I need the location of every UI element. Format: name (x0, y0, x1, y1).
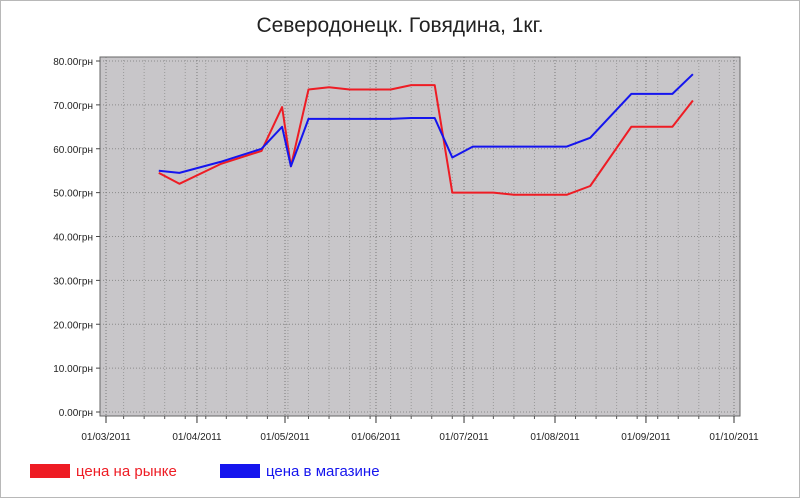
y-tick-label: 60.00грн (53, 145, 93, 156)
y-tick-label: 50.00грн (53, 189, 93, 200)
x-tick-label: 01/08/2011 (530, 432, 580, 443)
x-tick-label: 01/09/2011 (621, 432, 671, 443)
y-tick-label: 20.00грн (53, 320, 93, 331)
legend-label-store: цена в магазине (266, 462, 380, 480)
y-tick-label: 0.00грн (59, 408, 93, 419)
x-tick-label: 01/05/2011 (260, 432, 310, 443)
x-tick-label: 01/10/2011 (709, 432, 759, 443)
y-tick-label: 40.00грн (53, 233, 93, 244)
legend-item-store: цена в магазине (220, 460, 380, 482)
plot-area (99, 56, 741, 417)
legend-swatch-store (220, 464, 260, 478)
x-tick-label: 01/04/2011 (172, 432, 222, 443)
y-tick-label: 80.00грн (53, 57, 93, 68)
series-lines (158, 73, 694, 196)
series-line-1 (158, 73, 694, 174)
y-tick-label: 10.00грн (53, 364, 93, 375)
series-line-0 (158, 84, 694, 196)
legend-item-market: цена на рынке (30, 460, 177, 482)
x-tick-label: 01/07/2011 (439, 432, 489, 443)
chart-title: Северодонецк. Говядина, 1кг. (256, 14, 544, 37)
x-tick-label: 01/03/2011 (81, 432, 131, 443)
x-tick-label: 01/06/2011 (351, 432, 401, 443)
legend-label-market: цена на рынке (76, 462, 177, 480)
legend-swatch-market (30, 464, 70, 478)
y-tick-label: 70.00грн (53, 101, 93, 112)
y-tick-label: 30.00грн (53, 276, 93, 287)
axes: 0.00грн 10.00грн 20.00грн 30.00грн 40.00грн 5… (53, 57, 759, 443)
